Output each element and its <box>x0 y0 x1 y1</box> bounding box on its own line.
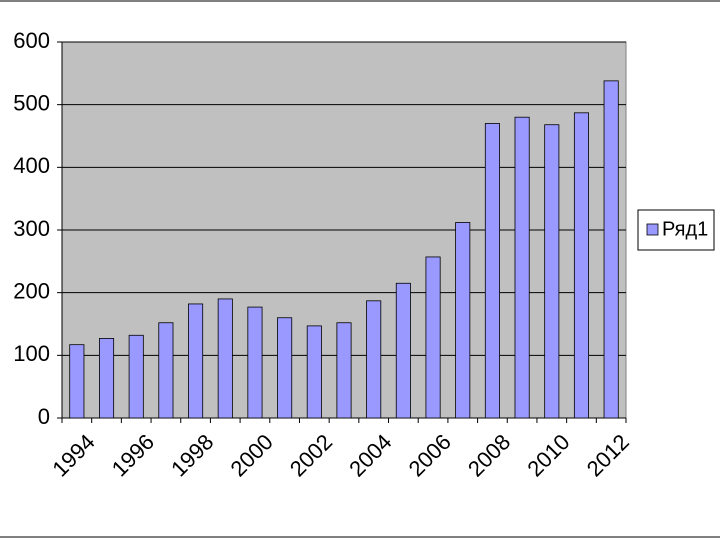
bar <box>455 222 471 419</box>
bar <box>247 306 263 419</box>
x-tick-label: 1996 <box>107 429 159 481</box>
bar <box>573 112 589 419</box>
y-tick-label: 300 <box>13 216 50 241</box>
legend-label: Ряд1 <box>662 218 708 240</box>
x-tick-label: 1994 <box>47 429 99 481</box>
bar <box>425 256 441 419</box>
bar <box>544 124 560 419</box>
x-tick-label: 1998 <box>166 429 218 481</box>
bar <box>366 300 382 419</box>
bar <box>188 303 204 419</box>
y-tick-label: 500 <box>13 90 50 115</box>
bar <box>217 298 233 419</box>
bar <box>277 317 293 419</box>
bar <box>69 344 85 419</box>
y-tick-label: 400 <box>13 153 50 178</box>
x-tick-label: 2006 <box>404 429 456 481</box>
bar <box>514 116 530 419</box>
x-tick-label: 2000 <box>226 429 278 481</box>
bar <box>99 338 115 419</box>
y-tick-label: 200 <box>13 278 50 303</box>
x-tick-label: 2004 <box>344 429 396 481</box>
bar <box>128 334 144 419</box>
x-tick-label: 2002 <box>285 429 337 481</box>
bar <box>484 123 500 419</box>
bar <box>336 322 352 419</box>
y-tick-label: 600 <box>13 28 50 53</box>
y-tick-label: 0 <box>38 404 50 429</box>
legend: Ряд1 <box>637 209 715 251</box>
bar <box>306 325 322 419</box>
y-tick-label: 100 <box>13 341 50 366</box>
x-tick-label: 2012 <box>582 429 634 481</box>
bar <box>603 80 619 419</box>
bar <box>158 322 174 419</box>
bar <box>395 282 411 419</box>
legend-swatch <box>646 223 659 236</box>
x-tick-label: 2010 <box>522 429 574 481</box>
x-tick-label: 2008 <box>463 429 515 481</box>
